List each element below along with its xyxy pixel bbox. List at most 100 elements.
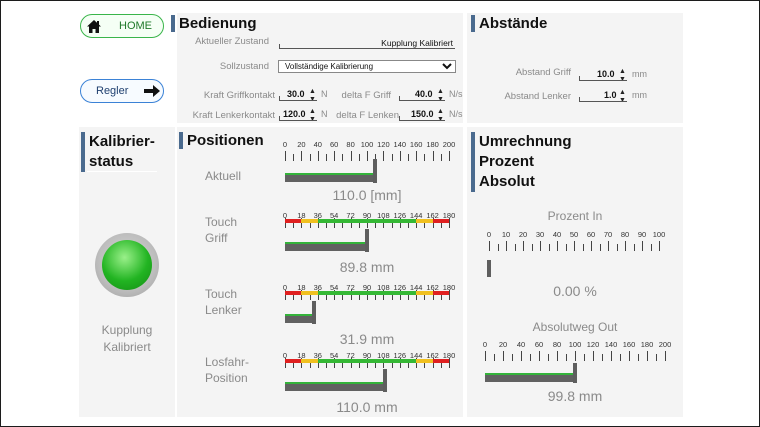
minor-tick — [582, 244, 584, 251]
minor-tick — [358, 221, 360, 228]
kraft-griffkontakt-value[interactable]: 30.0 — [287, 89, 305, 99]
major-tick — [485, 351, 486, 361]
scale-label: 18 — [297, 211, 306, 220]
major-tick — [350, 151, 352, 161]
scale-label: 36 — [313, 211, 322, 220]
regler-button[interactable]: Regler — [80, 79, 164, 103]
color-band-segment — [416, 359, 433, 363]
kraft-lenkerkontakt-spinner-icon[interactable]: ▲▼ — [309, 108, 316, 123]
abstand-griff-value[interactable]: 10.0 — [597, 69, 615, 79]
abstand-lenker-spinner-icon[interactable]: ▲▼ — [619, 89, 626, 104]
delta-f-griff-value[interactable]: 40.0 — [415, 89, 433, 99]
minor-tick — [293, 293, 295, 300]
umrechnung-title-line2: Prozent — [479, 153, 535, 170]
prozent-in-label: Prozent In — [547, 209, 603, 223]
minor-tick — [566, 354, 567, 361]
kalibrierstatus-text: Kupplung Kalibriert — [81, 322, 173, 356]
gauge-value-text: 110.0 mm — [336, 399, 398, 415]
home-button[interactable]: HOME — [80, 14, 164, 38]
scale-label: 50 — [569, 230, 579, 239]
umrechnung-title-line3: Absolut — [479, 173, 535, 190]
minor-tick — [497, 244, 499, 251]
scale-label: 0 — [282, 211, 288, 220]
value-needle — [572, 363, 577, 383]
minor-tick — [424, 221, 426, 228]
sollzustand-dropdown[interactable]: Vollständige Kalibrierung — [278, 60, 456, 73]
scale-label: 120 — [586, 340, 600, 349]
minor-tick — [391, 361, 393, 368]
scale-label: 200 — [658, 340, 672, 349]
minor-tick — [440, 293, 442, 300]
delta-f-lenker-spinner-icon[interactable]: ▲▼ — [437, 108, 444, 123]
delta-f-lenker-unit: N/s — [449, 109, 463, 119]
minor-tick — [293, 154, 295, 161]
scale-label: 180 — [442, 351, 456, 360]
scale-label: 60 — [586, 230, 596, 239]
scale-label: 40 — [552, 230, 562, 239]
scale-label: 90 — [362, 283, 372, 292]
major-tick — [317, 151, 319, 161]
value-needle — [312, 301, 317, 324]
major-tick — [383, 358, 385, 368]
color-band-segment — [432, 291, 449, 295]
gauge-aktuell: Aktuell 0 20 40 60 80 100 120 140 160 180 200 110.0 … — [177, 137, 463, 207]
scale-label: 40 — [516, 340, 526, 349]
minor-tick — [616, 244, 618, 251]
minor-tick — [342, 221, 344, 228]
absolutweg-value: 99.8 mm — [547, 388, 603, 404]
major-tick — [629, 351, 630, 361]
value-bar-highlight — [285, 314, 315, 316]
minor-tick — [440, 154, 442, 161]
color-band-segment — [416, 291, 433, 295]
minor-tick — [391, 293, 393, 300]
scale-label: 108 — [377, 283, 390, 292]
minor-tick — [326, 293, 327, 300]
scale-label: 126 — [393, 351, 407, 360]
scale-label: 0 — [282, 283, 288, 292]
scale-label: 126 — [393, 211, 407, 220]
scale-label: 36 — [313, 351, 322, 360]
scale-label: 180 — [640, 340, 654, 349]
abstand-lenker-unit: mm — [632, 90, 647, 100]
minor-tick — [326, 221, 327, 228]
major-tick — [449, 151, 450, 161]
major-tick — [317, 290, 319, 300]
major-tick — [416, 358, 418, 368]
major-tick — [539, 351, 540, 361]
kraft-lenkerkontakt-value[interactable]: 120.0 — [283, 109, 306, 119]
major-tick — [301, 218, 303, 228]
major-tick — [383, 151, 385, 161]
major-tick — [334, 290, 336, 300]
major-tick — [591, 241, 592, 251]
absolut-gauge: 0 20 40 60 80 100 120 140 160 180 200 — [467, 335, 683, 395]
delta-f-lenker-value[interactable]: 150.0 — [411, 109, 434, 119]
kraft-griffkontakt-spinner-icon[interactable]: ▲▼ — [309, 88, 316, 103]
aktueller-zustand-underline — [279, 48, 455, 49]
major-tick — [665, 351, 666, 361]
scale-label: 180 — [442, 283, 456, 292]
minor-tick — [391, 154, 393, 161]
scale-label: 10 — [501, 230, 511, 239]
abstand-griff-spinner-icon[interactable]: ▲▼ — [619, 68, 626, 83]
major-tick — [432, 151, 434, 161]
scale-label: 0 — [282, 140, 288, 149]
minor-tick — [602, 354, 603, 361]
major-tick — [301, 290, 303, 300]
major-tick — [285, 218, 286, 228]
minor-tick — [375, 293, 377, 300]
abstand-griff-underline-tick — [579, 76, 580, 80]
scale-label: 60 — [534, 340, 544, 349]
major-tick — [350, 358, 352, 368]
abstand-griff-underline — [579, 80, 627, 81]
kalibrierstatus-title-underline — [87, 171, 157, 172]
delta-f-griff-spinner-icon[interactable]: ▲▼ — [437, 88, 444, 103]
gauge-label-line1: Touch — [205, 215, 238, 229]
abstand-lenker-value[interactable]: 1.0 — [604, 90, 617, 100]
kraft-griffkontakt-underline — [279, 100, 317, 101]
kraft-lenkerkontakt-unit: N — [321, 109, 328, 119]
kraft-lenkerkontakt-underline — [279, 120, 317, 121]
gauge-label-line2: Position — [205, 371, 248, 385]
color-band-segment — [285, 359, 302, 363]
major-tick — [301, 151, 303, 161]
minor-tick — [424, 154, 426, 161]
